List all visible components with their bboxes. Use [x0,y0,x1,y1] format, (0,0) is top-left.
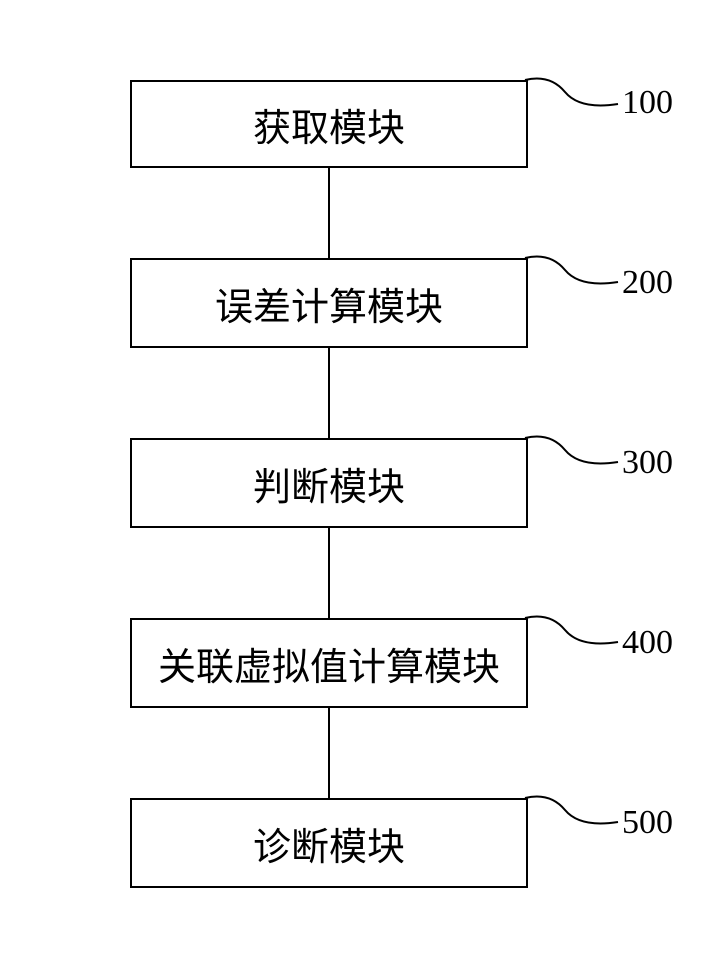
block-label: 获取模块 [253,97,405,152]
ref-label-200: 200 [622,264,673,302]
callout-curve [500,252,620,302]
ref-label-400: 400 [622,624,673,662]
ref-label-500: 500 [622,804,673,842]
ref-label-100: 100 [622,84,673,122]
callout-curve [500,612,620,662]
block-error-calc-module: 误差计算模块 [130,258,528,348]
block-label: 判断模块 [253,456,405,511]
connector [328,708,330,798]
block-label: 关联虚拟值计算模块 [158,636,500,691]
block-label: 误差计算模块 [215,276,443,331]
connector [328,528,330,618]
callout-curve [500,792,620,842]
connector [328,168,330,258]
block-acquire-module: 获取模块 [130,80,528,168]
block-label: 诊断模块 [253,816,405,871]
ref-label-300: 300 [622,444,673,482]
block-virtual-value-calc-module: 关联虚拟值计算模块 [130,618,528,708]
callout-curve [500,74,620,124]
callout-curve [500,432,620,482]
block-judge-module: 判断模块 [130,438,528,528]
connector [328,348,330,438]
block-diagnose-module: 诊断模块 [130,798,528,888]
